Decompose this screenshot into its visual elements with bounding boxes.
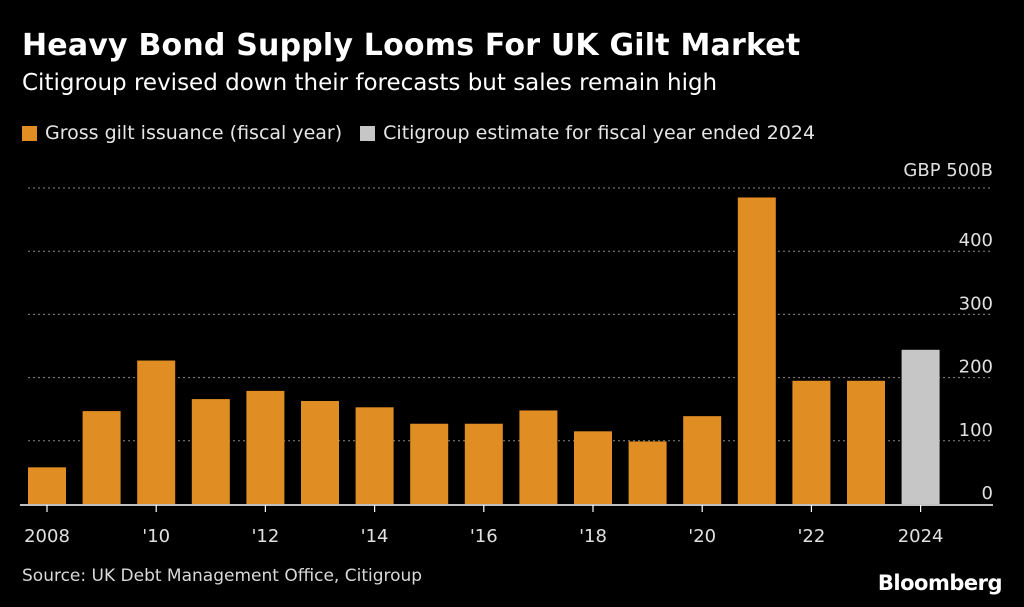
bar-2022 (792, 380, 831, 504)
legend-swatch-issuance (22, 125, 37, 141)
bar-2017 (519, 410, 558, 504)
legend-label-estimate: Citigroup estimate for fiscal year ended… (383, 122, 816, 144)
x-tick-label-2012: '12 (251, 526, 279, 547)
bar-2023 (847, 380, 885, 504)
x-tick-label-2016: '16 (470, 526, 498, 547)
legend: Gross gilt issuance (fiscal year) Citigr… (22, 120, 833, 146)
bar-2020 (683, 416, 722, 504)
source-note: Source: UK Debt Management Office, Citig… (22, 566, 423, 586)
chart-title: Heavy Bond Supply Looms For UK Gilt Mark… (22, 28, 801, 63)
x-tick-label-2024: 2024 (898, 526, 944, 547)
legend-item-estimate: Citigroup estimate for fiscal year ended… (360, 122, 815, 144)
x-tick-label-2022: '22 (797, 526, 825, 547)
y-tick-label-500: GBP 500B (903, 160, 993, 181)
y-tick-label-400: 400 (959, 230, 993, 251)
bar-2010 (137, 360, 176, 504)
bar-2024-estimate (901, 349, 940, 504)
y-tick-label-300: 300 (959, 293, 993, 314)
y-tick-label-100: 100 (959, 420, 993, 441)
bar-2011 (191, 399, 230, 504)
chart-subtitle: Citigroup revised down their forecasts b… (22, 70, 718, 96)
bar-2013 (301, 400, 339, 504)
bloomberg-logo: Bloomberg (877, 571, 1003, 595)
legend-label-issuance: Gross gilt issuance (fiscal year) (45, 122, 343, 144)
x-tick-label-2014: '14 (361, 526, 389, 547)
bar-2019 (628, 441, 667, 504)
bar-2015 (410, 423, 449, 504)
x-tick-label-2010: '10 (142, 526, 170, 547)
legend-swatch-estimate (360, 125, 376, 141)
bar-2021 (737, 197, 776, 505)
bar-2018 (574, 431, 612, 504)
bar-2012 (246, 390, 285, 504)
bar-2009 (82, 411, 121, 504)
x-tick-label-2020: '20 (688, 526, 716, 547)
y-tick-label-200: 200 (959, 357, 993, 378)
y-tick-label-0: 0 (982, 483, 993, 504)
bar-2008 (28, 467, 66, 504)
bar-2016 (464, 423, 503, 504)
x-tick-label-2008: 2008 (24, 526, 70, 547)
x-tick-label-2018: '18 (579, 526, 607, 547)
bar-2014 (355, 407, 394, 504)
legend-item-issuance: Gross gilt issuance (fiscal year) (22, 122, 342, 144)
